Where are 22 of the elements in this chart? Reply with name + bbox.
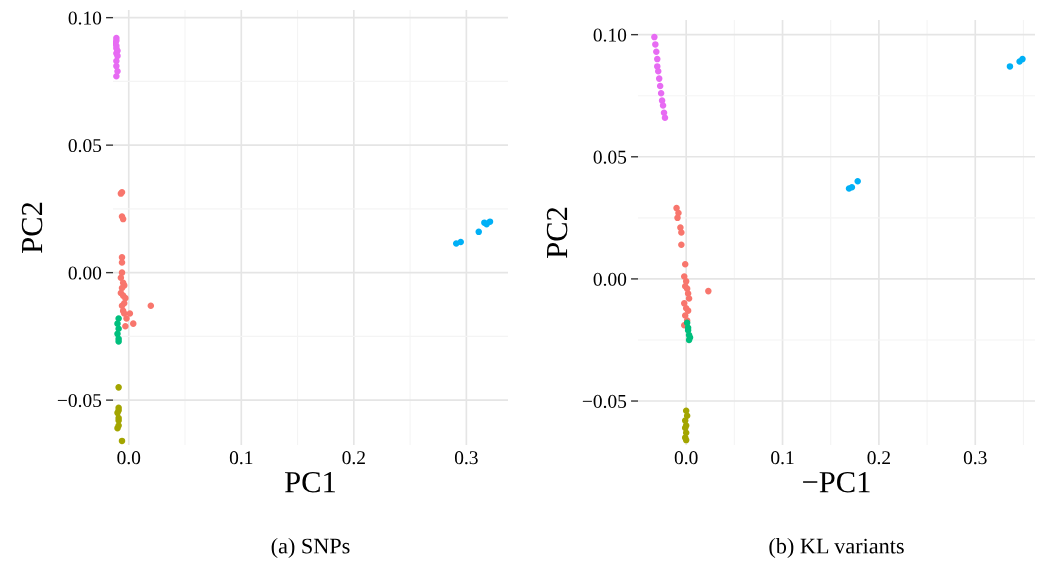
- x-tick-label: 0.2: [867, 451, 890, 465]
- y-tick-label: −0.05: [582, 394, 627, 409]
- x-axis-title: −PC1: [803, 471, 870, 493]
- y-tick-label: 0.00: [68, 266, 102, 280]
- y-tick-label: 0.10: [68, 11, 102, 25]
- x-tick-label: 0.3: [963, 451, 987, 465]
- y-tick-label: −0.05: [57, 393, 102, 408]
- text: (a) SNPs: [271, 537, 350, 559]
- x-tick-label: 0.1: [771, 451, 794, 465]
- x-tick-label: 0.1: [229, 451, 253, 465]
- x-tick-label: 0.0: [117, 451, 141, 465]
- text: (b) KL variants: [769, 537, 904, 559]
- x-tick-label: 0.2: [342, 451, 365, 465]
- x-tick-label: 0.3: [454, 451, 478, 465]
- x-tick-label: 0.0: [674, 451, 698, 465]
- y-tick-label: 0.05: [593, 150, 627, 164]
- x-axis-title: PC1: [285, 471, 335, 493]
- y-axis-title: PC2: [546, 207, 568, 258]
- y-tick-label: 0.10: [593, 28, 627, 42]
- y-axis-title: PC2: [21, 202, 43, 253]
- y-tick-label: 0.05: [68, 138, 102, 153]
- y-tick-label: 0.00: [593, 272, 627, 286]
